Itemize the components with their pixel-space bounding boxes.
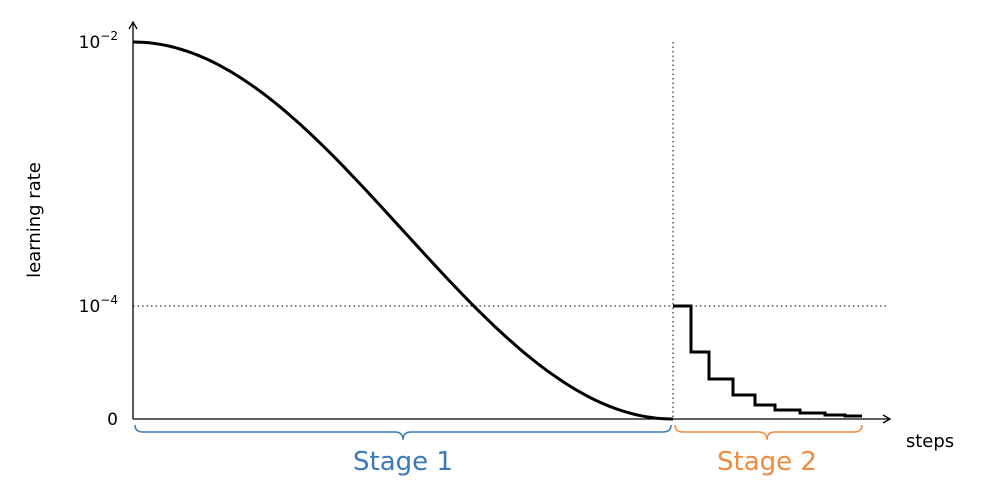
stage-label: Stage 1 [353,447,453,477]
step-schedule [673,304,862,418]
y-tick-label: 10−4 [79,293,118,317]
y-axis-label: learning rate [24,162,45,278]
cosine-schedule [132,40,674,421]
stage-brace [134,424,672,441]
stage-label: Stage 2 [717,447,817,477]
stage-brace [674,424,863,441]
y-tick-label: 10−2 [79,29,118,53]
y-tick-label: 0 [107,410,118,430]
x-axis-label: steps [906,431,954,452]
